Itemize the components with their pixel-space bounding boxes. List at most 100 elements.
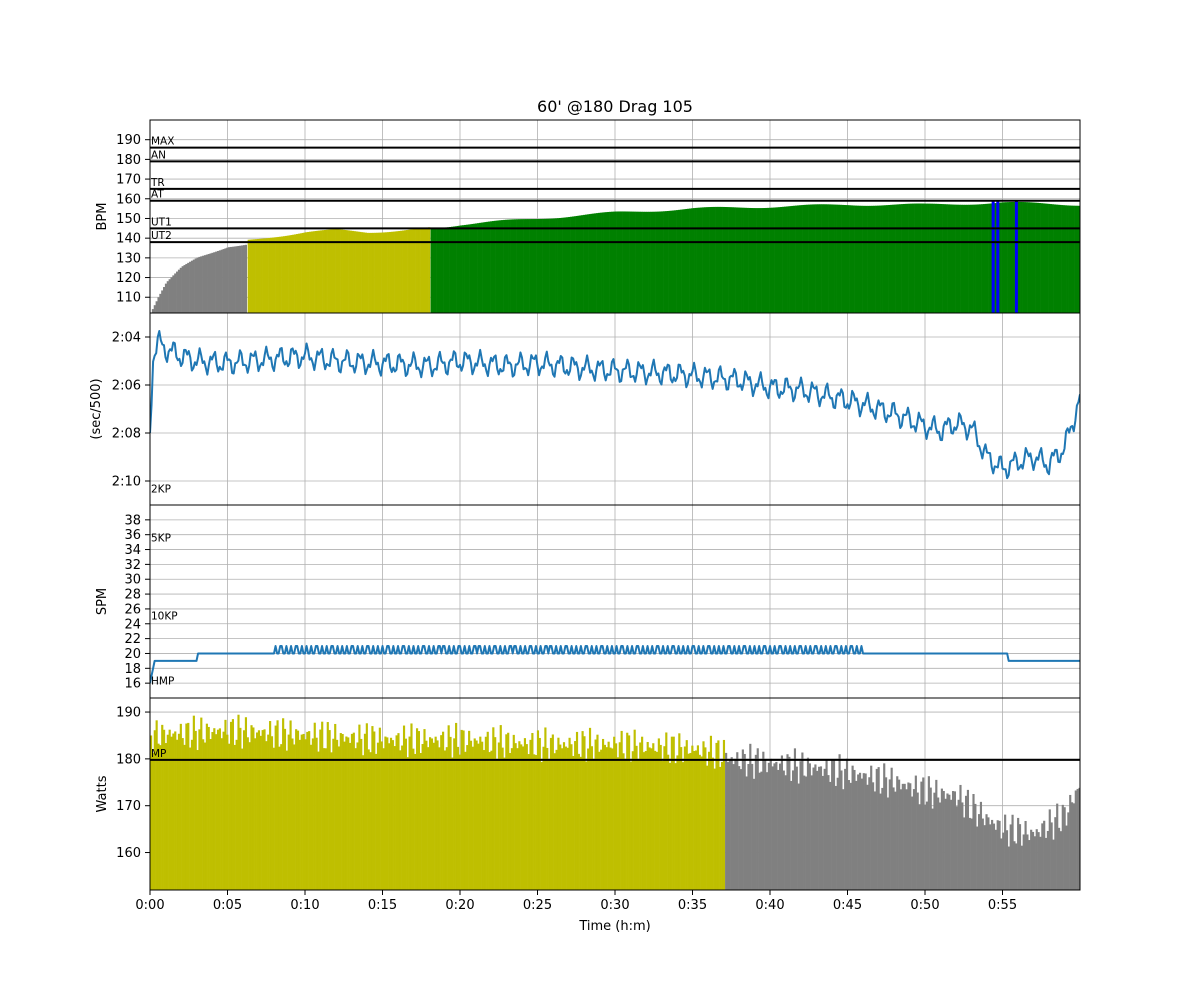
bar-hr-green <box>912 203 915 313</box>
bar-hr-green <box>743 207 746 313</box>
bar-hr-green <box>447 227 450 313</box>
bar-hr-green <box>454 226 457 313</box>
bar-hr-green <box>490 221 493 313</box>
bar-hr-grey <box>166 281 169 313</box>
bar-hr-green <box>849 205 852 313</box>
bar-hr-green <box>860 205 863 313</box>
bar-hr-green <box>586 214 589 313</box>
bar-power-yellow <box>168 729 171 890</box>
bar-hr-yellow <box>275 237 278 313</box>
zone-label-mp: MP <box>151 748 166 760</box>
bar-power-grey <box>1078 787 1080 890</box>
bar-power-yellow <box>343 741 346 890</box>
bar-power-yellow <box>601 738 605 890</box>
bar-hr-green <box>836 204 839 313</box>
bar-hr-yellow <box>253 239 256 313</box>
bar-hr-yellow <box>294 234 297 313</box>
bar-hr-green <box>534 219 537 313</box>
bar-power-yellow <box>237 714 240 890</box>
bar-power-yellow <box>419 752 422 890</box>
bar-power-yellow <box>525 744 528 890</box>
bar-power-grey <box>875 768 878 890</box>
zone-label-max: MAX <box>151 136 174 148</box>
bar-power-yellow <box>475 740 478 890</box>
bar-power-yellow <box>386 737 389 890</box>
bar-power-grey <box>953 791 956 890</box>
bar-hr-yellow <box>282 236 286 313</box>
bar-power-yellow <box>594 739 597 890</box>
bar-hr-green <box>467 224 470 313</box>
bar-hr-green <box>906 203 909 313</box>
bar-hr-green <box>858 205 861 313</box>
bar-power-grey <box>842 789 845 890</box>
bar-hr-green <box>1022 202 1025 313</box>
xtick-label: 0:40 <box>755 898 784 913</box>
bar-hr-grey <box>241 245 244 313</box>
bar-power-grey <box>899 789 903 890</box>
bar-hr-green <box>923 203 926 313</box>
bar-power-yellow <box>542 746 545 890</box>
bar-hr-green <box>1023 202 1027 313</box>
ytick-label: 190 <box>116 706 141 721</box>
bar-power-grey <box>964 795 968 890</box>
ytick-label: 110 <box>116 291 141 306</box>
bar-hr-green <box>592 213 595 313</box>
bar-hr-green <box>880 205 883 313</box>
bar-power-yellow <box>352 732 355 890</box>
bar-power-yellow <box>549 737 553 890</box>
bar-hr-yellow <box>374 232 377 313</box>
bar-power-yellow <box>639 742 642 890</box>
bar-hr-green <box>542 218 545 313</box>
bar-hr-green <box>597 212 601 313</box>
bar-power-grey <box>996 820 999 890</box>
bar-power-grey <box>1057 827 1061 890</box>
bar-hr-green <box>471 223 474 313</box>
zone-label-2kp: 2KP <box>151 483 171 495</box>
bar-power-yellow <box>289 720 292 890</box>
bar-power-yellow <box>648 747 651 890</box>
bar-hr-grey <box>216 250 220 313</box>
bar-hr-green <box>1074 205 1077 313</box>
bar-hr-green <box>504 219 508 313</box>
bar-power-grey <box>792 770 795 890</box>
bar-power-grey <box>1037 832 1040 890</box>
bar-hr-green <box>865 205 868 313</box>
bar-hr-yellow <box>415 228 418 313</box>
bar-power-grey <box>1065 825 1068 890</box>
bar-power-grey <box>816 770 819 890</box>
bar-power-yellow <box>309 744 313 890</box>
bar-power-yellow <box>259 735 262 890</box>
bar-power-yellow <box>198 729 201 890</box>
bar-power-yellow <box>150 735 153 890</box>
data-power <box>150 714 1080 890</box>
bar-power-yellow <box>685 740 688 890</box>
bar-hr-green <box>854 205 857 313</box>
bar-power-grey <box>858 772 862 890</box>
bar-hr-green <box>659 211 662 313</box>
bar-power-grey <box>974 803 977 890</box>
bar-hr-green <box>884 205 887 313</box>
bar-hr-yellow <box>318 230 321 313</box>
bar-power-grey <box>786 754 789 890</box>
bar-hr-green <box>955 204 958 313</box>
bar-hr-green <box>795 205 798 313</box>
bar-hr-green <box>921 203 924 313</box>
bar-power-yellow <box>486 731 489 890</box>
bar-power-grey <box>771 766 774 890</box>
bar-hr-green <box>570 216 573 313</box>
bar-hr-yellow <box>398 230 401 313</box>
bar-hr-green <box>1062 205 1066 313</box>
bar-hr-yellow <box>301 232 304 313</box>
bar-hr-green <box>568 216 571 313</box>
bar-power-yellow <box>241 748 244 890</box>
bar-power-yellow <box>265 741 268 890</box>
bar-hr-green <box>791 205 794 313</box>
bar-power-grey <box>840 770 843 890</box>
bar-hr-yellow <box>303 232 306 313</box>
bar-power-yellow <box>709 735 713 890</box>
bar-hr-green <box>1038 203 1041 313</box>
bar-power-grey <box>903 783 906 890</box>
bar-hr-grey <box>231 246 234 313</box>
bar-power-yellow <box>497 742 500 890</box>
